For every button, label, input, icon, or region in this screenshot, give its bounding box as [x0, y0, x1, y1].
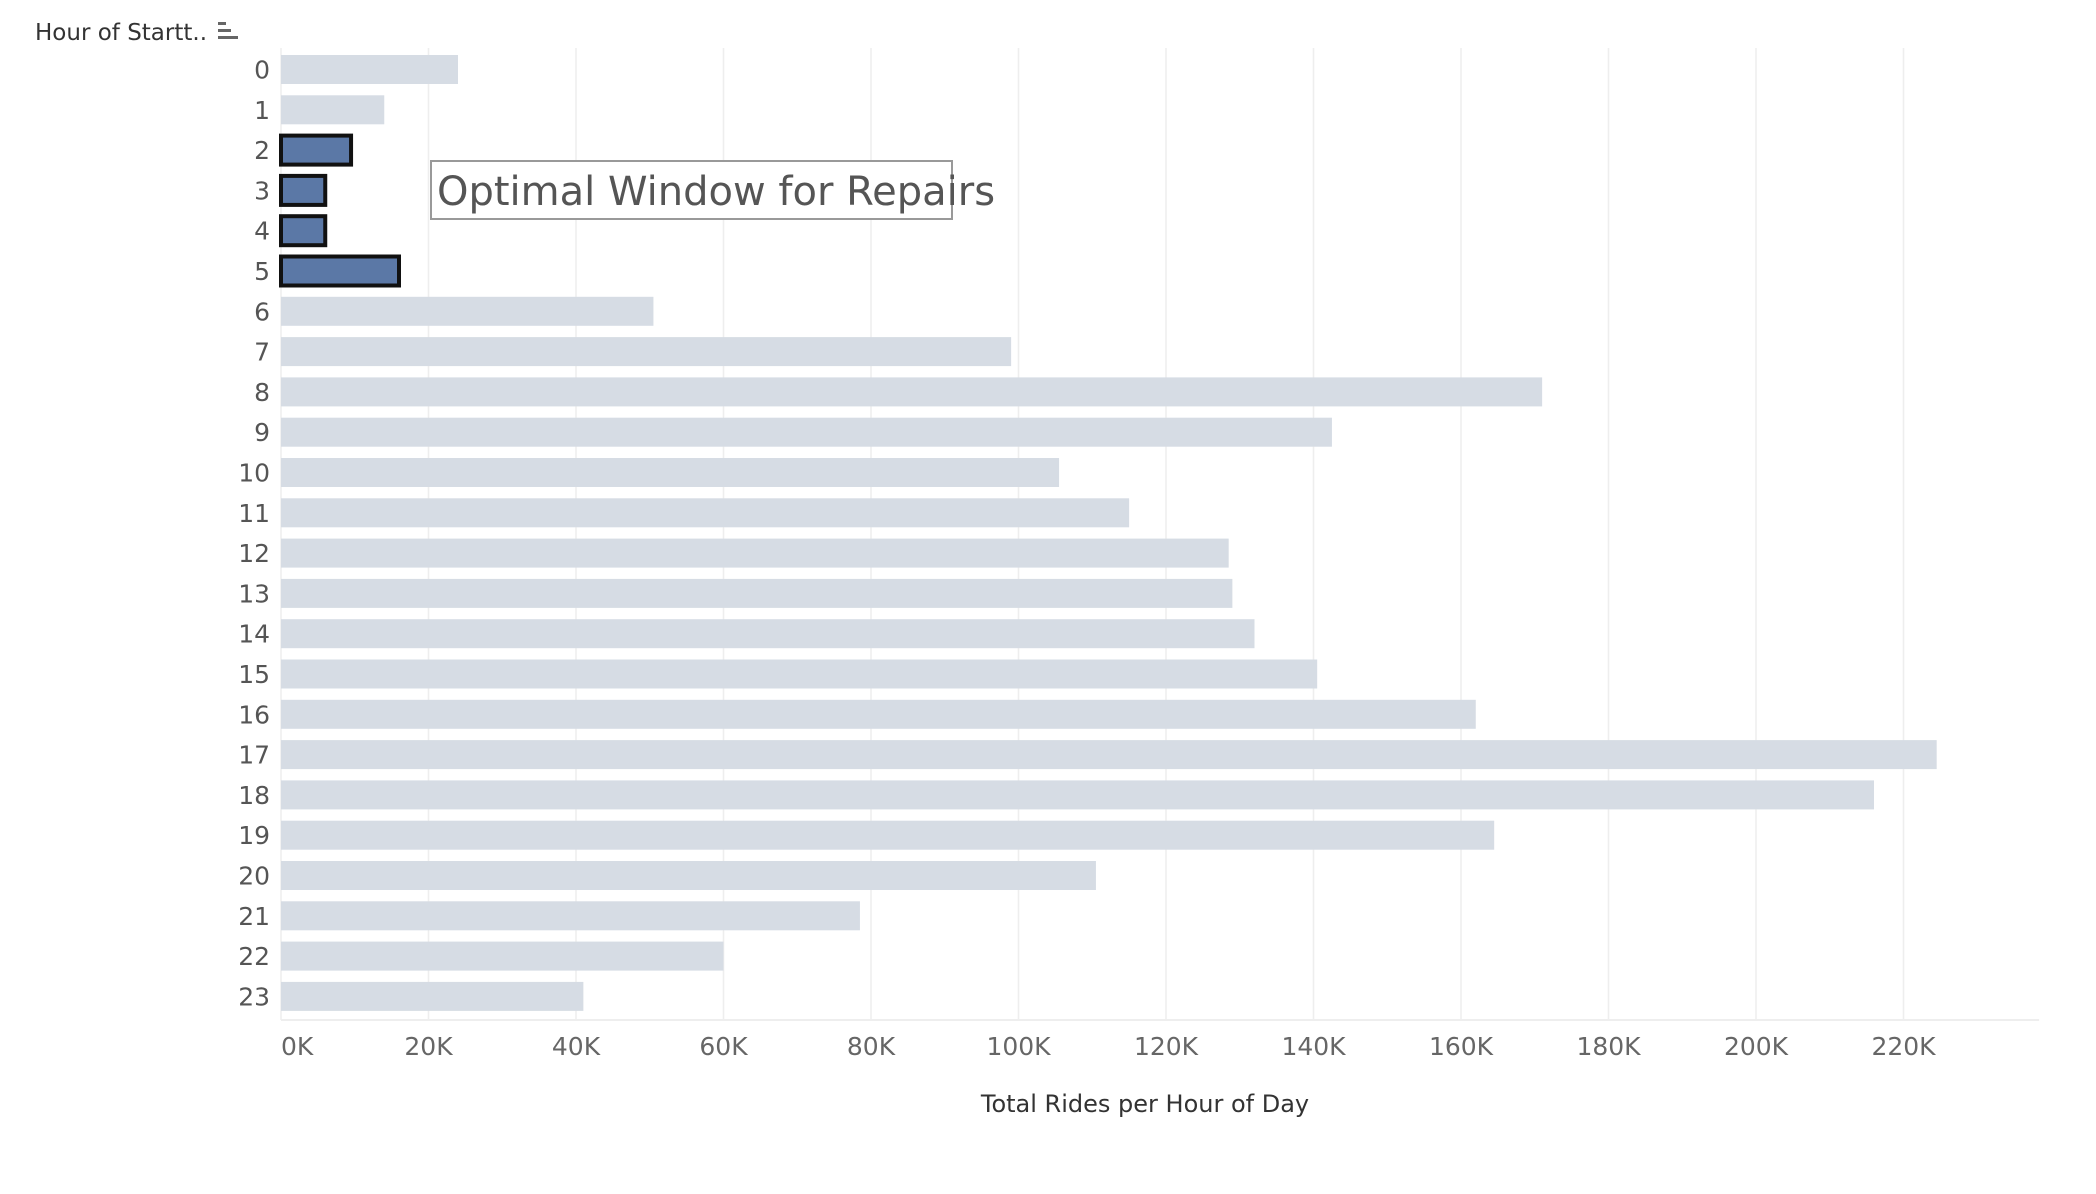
row-label-hour-0: 0: [254, 56, 270, 85]
sort-descending-bars-icon[interactable]: [218, 22, 238, 39]
bar-hour-13[interactable]: [281, 578, 1233, 608]
bar-hour-18[interactable]: [281, 780, 1874, 810]
bar-hour-17[interactable]: [281, 740, 1937, 770]
bars: [279, 55, 1937, 1011]
row-label-hour-10: 10: [238, 459, 270, 488]
row-label-hour-4: 4: [254, 217, 270, 246]
x-tick-label: 80K: [847, 1032, 896, 1061]
row-label-hour-3: 3: [254, 176, 270, 205]
row-label-hour-6: 6: [254, 297, 270, 326]
row-label-hour-9: 9: [254, 418, 270, 447]
bar-hour-5[interactable]: [279, 254, 401, 288]
row-label-hour-16: 16: [238, 700, 270, 729]
row-label-hour-1: 1: [254, 96, 270, 125]
bar-hour-22[interactable]: [281, 941, 724, 971]
row-label-hour-14: 14: [238, 620, 270, 649]
x-tick-label: 120K: [1134, 1032, 1199, 1061]
annotation-border: [430, 160, 953, 220]
bar-hour-9[interactable]: [281, 417, 1332, 447]
bar-hour-10[interactable]: [281, 458, 1060, 487]
row-label-hour-17: 17: [238, 741, 270, 770]
bar-hour-23[interactable]: [281, 981, 584, 1011]
x-tick-label: 0K: [281, 1032, 314, 1061]
row-label-hour-12: 12: [238, 539, 270, 568]
bar-hour-1[interactable]: [281, 95, 385, 125]
x-tick-label: 40K: [552, 1032, 601, 1061]
bar-hour-12[interactable]: [281, 538, 1229, 568]
row-label-hour-20: 20: [238, 862, 270, 891]
bar-hour-11[interactable]: [281, 498, 1130, 528]
bar-hour-0[interactable]: [281, 55, 458, 84]
row-label-hour-5: 5: [254, 257, 270, 286]
bar-hour-8[interactable]: [281, 377, 1543, 407]
row-label-hour-11: 11: [238, 499, 270, 528]
bar-hour-15[interactable]: [281, 659, 1318, 689]
row-label-hour-15: 15: [238, 660, 270, 689]
row-label-hour-8: 8: [254, 378, 270, 407]
x-tick-label: 20K: [404, 1032, 453, 1061]
annotation-text: Optimal Window for Repairs: [437, 169, 995, 215]
row-label-hour-2: 2: [254, 136, 270, 165]
row-label-hour-18: 18: [238, 781, 270, 810]
row-label-hour-21: 21: [238, 902, 270, 931]
x-axis-ticks: 0K 20K 40K 60K 80K 100K 120K 140K 160K 180K 200K 22…: [281, 1032, 1936, 1061]
bar-hour-7[interactable]: [281, 337, 1012, 367]
x-tick-label: 100K: [986, 1032, 1051, 1061]
x-tick-label: 140K: [1281, 1032, 1346, 1061]
x-tick-label: 200K: [1724, 1032, 1789, 1061]
x-tick-label: 180K: [1576, 1032, 1641, 1061]
row-label-hour-19: 19: [238, 821, 270, 850]
x-tick-label: 160K: [1429, 1032, 1494, 1061]
bar-hour-2[interactable]: [279, 133, 354, 167]
bar-hour-14[interactable]: [281, 619, 1255, 649]
dimension-header[interactable]: Hour of Startt..: [35, 20, 207, 46]
row-label-hour-7: 7: [254, 338, 270, 367]
x-axis-title: Total Rides per Hour of Day: [980, 1090, 1309, 1118]
bar-hour-20[interactable]: [281, 861, 1096, 890]
bar-hour-6[interactable]: [281, 296, 654, 326]
x-tick-label: 60K: [699, 1032, 748, 1061]
bar-hour-16[interactable]: [281, 699, 1476, 729]
row-label-hour-13: 13: [238, 579, 270, 608]
bar-hour-19[interactable]: [281, 820, 1495, 850]
bar-hour-4[interactable]: [279, 214, 328, 248]
row-label-hour-22: 22: [238, 942, 270, 971]
bar-hour-3[interactable]: [279, 173, 328, 207]
bar-hour-21[interactable]: [281, 901, 860, 931]
annotation-box: Optimal Window for Repairs: [430, 160, 995, 220]
x-tick-label: 220K: [1871, 1032, 1936, 1061]
row-label-hour-23: 23: [238, 982, 270, 1011]
